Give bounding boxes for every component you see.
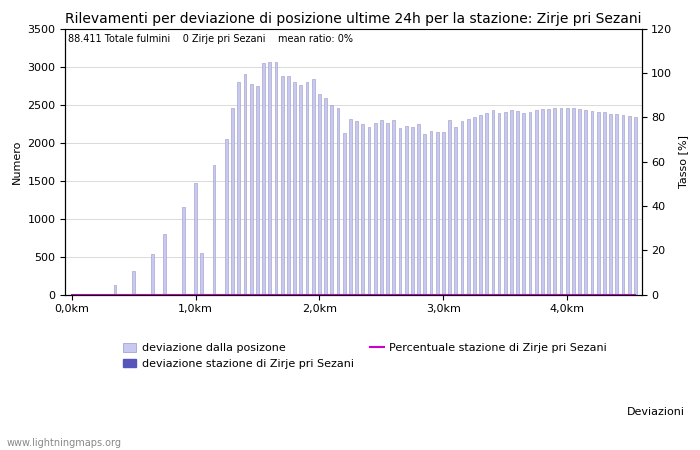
- Bar: [182, 207, 185, 295]
- Bar: [380, 120, 383, 295]
- Bar: [343, 133, 346, 295]
- Text: www.lightningmaps.org: www.lightningmaps.org: [7, 438, 122, 448]
- Bar: [405, 126, 407, 295]
- Bar: [454, 127, 457, 295]
- Bar: [300, 85, 302, 295]
- Bar: [603, 112, 606, 295]
- Bar: [566, 108, 568, 295]
- Bar: [194, 183, 197, 295]
- Bar: [368, 126, 370, 295]
- Bar: [628, 116, 631, 295]
- Bar: [244, 74, 246, 295]
- Bar: [237, 82, 240, 295]
- Text: Deviazioni: Deviazioni: [626, 407, 685, 417]
- Bar: [225, 139, 228, 295]
- Bar: [361, 124, 364, 295]
- Bar: [163, 234, 166, 295]
- Bar: [318, 94, 321, 295]
- Bar: [560, 108, 562, 295]
- Bar: [522, 113, 525, 295]
- Bar: [461, 121, 463, 295]
- Bar: [306, 82, 309, 295]
- Bar: [393, 120, 395, 295]
- Bar: [231, 108, 234, 295]
- Bar: [417, 124, 420, 295]
- Bar: [485, 113, 488, 295]
- Bar: [374, 123, 377, 295]
- Bar: [293, 82, 296, 295]
- Bar: [386, 123, 389, 295]
- Bar: [442, 132, 444, 295]
- Legend: deviazione dalla posizone, deviazione stazione di Zirje pri Sezani, Percentuale : deviazione dalla posizone, deviazione st…: [122, 343, 607, 369]
- Bar: [411, 126, 414, 295]
- Bar: [281, 76, 284, 295]
- Bar: [250, 84, 253, 295]
- Bar: [435, 132, 438, 295]
- Bar: [535, 110, 538, 295]
- Bar: [622, 115, 624, 295]
- Bar: [541, 109, 544, 295]
- Title: Rilevamenti per deviazione di posizione ultime 24h per la stazione: Zirje pri Se: Rilevamenti per deviazione di posizione …: [65, 12, 642, 26]
- Bar: [491, 110, 494, 295]
- Bar: [578, 109, 581, 295]
- Bar: [355, 122, 358, 295]
- Bar: [517, 112, 519, 295]
- Bar: [113, 285, 116, 295]
- Bar: [591, 112, 594, 295]
- Bar: [609, 114, 612, 295]
- Bar: [584, 110, 587, 295]
- Bar: [504, 112, 507, 295]
- Bar: [132, 271, 135, 295]
- Bar: [150, 253, 153, 295]
- Bar: [448, 120, 451, 295]
- Bar: [200, 253, 203, 295]
- Bar: [330, 104, 333, 295]
- Bar: [269, 62, 272, 295]
- Bar: [510, 110, 513, 295]
- Bar: [473, 117, 476, 295]
- Bar: [262, 63, 265, 295]
- Bar: [554, 108, 556, 295]
- Text: 88.411 Totale fulmini    0 Zirje pri Sezani    mean ratio: 0%: 88.411 Totale fulmini 0 Zirje pri Sezani…: [69, 34, 354, 44]
- Bar: [572, 108, 575, 295]
- Bar: [349, 119, 352, 295]
- Bar: [479, 115, 482, 295]
- Bar: [430, 131, 433, 295]
- Bar: [312, 79, 314, 295]
- Bar: [337, 108, 340, 295]
- Bar: [498, 113, 500, 295]
- Y-axis label: Numero: Numero: [12, 140, 22, 184]
- Bar: [597, 112, 600, 295]
- Y-axis label: Tasso [%]: Tasso [%]: [678, 135, 688, 188]
- Bar: [287, 76, 290, 295]
- Bar: [213, 166, 216, 295]
- Bar: [467, 119, 470, 295]
- Bar: [324, 99, 327, 295]
- Bar: [398, 128, 401, 295]
- Bar: [615, 114, 618, 295]
- Bar: [424, 134, 426, 295]
- Bar: [274, 62, 277, 295]
- Bar: [256, 86, 259, 295]
- Bar: [547, 109, 550, 295]
- Bar: [528, 112, 531, 295]
- Bar: [634, 117, 637, 295]
